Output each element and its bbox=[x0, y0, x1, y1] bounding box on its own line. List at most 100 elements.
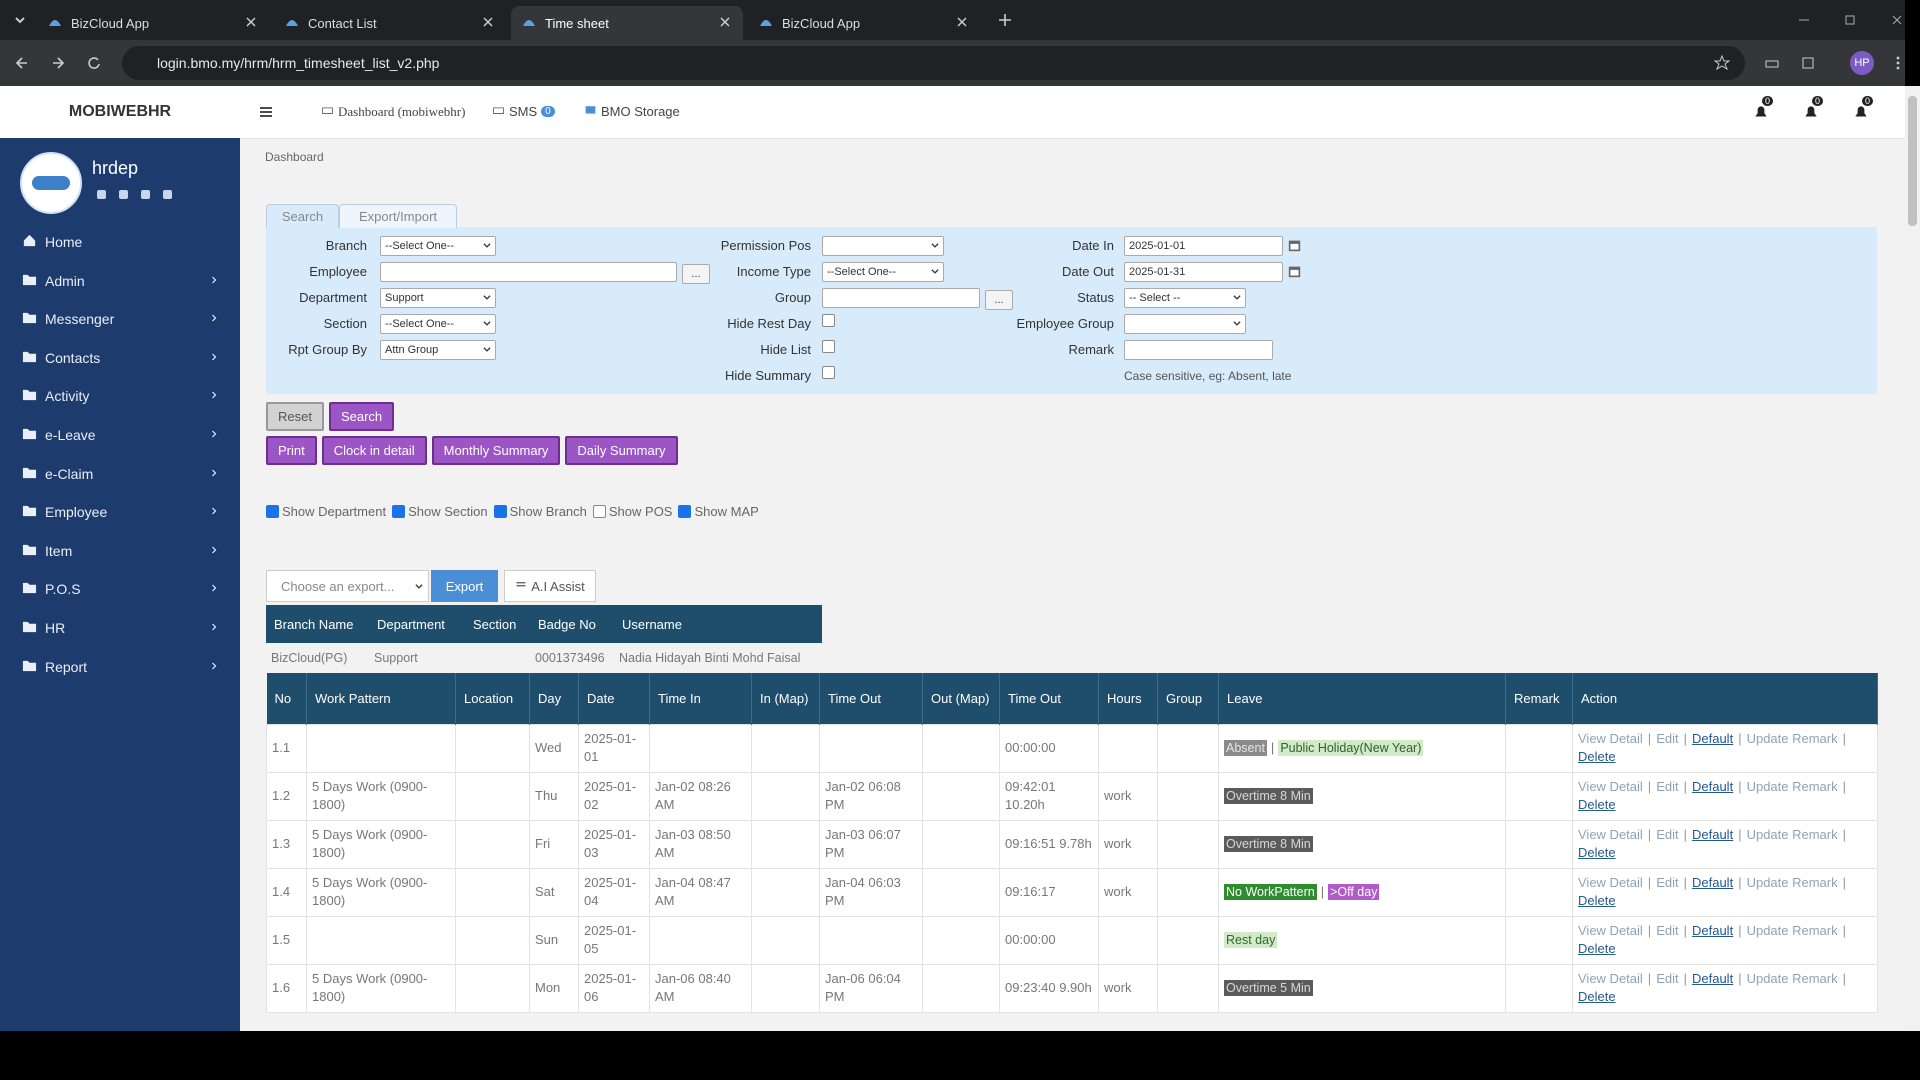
scrollbar-thumb[interactable] bbox=[1908, 96, 1917, 226]
select-field[interactable]: --Select One-- bbox=[822, 262, 944, 282]
action-link[interactable]: Default bbox=[1691, 779, 1734, 794]
menu-item[interactable]: Item bbox=[0, 533, 240, 569]
select-field[interactable] bbox=[1124, 314, 1246, 334]
toggle[interactable]: Show Department bbox=[266, 504, 386, 519]
menu-item[interactable]: Home bbox=[0, 224, 240, 260]
toggle[interactable]: Show MAP bbox=[678, 504, 759, 519]
browser-tab[interactable]: BizCloud App bbox=[748, 6, 980, 40]
alert-count[interactable]: 0 bbox=[1812, 96, 1824, 106]
toggle[interactable]: Show Section bbox=[392, 504, 488, 519]
nav-link[interactable]: Dashboard (mobiwebhr) bbox=[321, 103, 465, 120]
user-action-icon[interactable] bbox=[163, 190, 172, 199]
input-field[interactable] bbox=[1124, 340, 1273, 360]
checkbox[interactable] bbox=[822, 340, 835, 353]
select-field[interactable]: --Select One-- bbox=[380, 236, 496, 256]
action-link[interactable]: View Detail bbox=[1578, 971, 1643, 986]
nav-link[interactable]: BMO Storage bbox=[584, 103, 680, 119]
toggle-checkbox[interactable] bbox=[493, 505, 507, 518]
action-link[interactable]: View Detail bbox=[1578, 827, 1643, 842]
menu-item[interactable]: Employee bbox=[0, 494, 240, 530]
action-link[interactable]: View Detail bbox=[1578, 779, 1643, 794]
action-link[interactable]: Edit bbox=[1656, 731, 1679, 746]
action-button[interactable]: Monthly Summary bbox=[431, 436, 561, 465]
action-link[interactable]: Edit bbox=[1656, 779, 1679, 794]
action-link[interactable]: Delete bbox=[1578, 749, 1616, 764]
browser-tab[interactable]: Time sheet bbox=[511, 6, 743, 40]
action-link[interactable]: Delete bbox=[1578, 989, 1616, 1004]
date-field[interactable]: 2025-01-01 bbox=[1124, 236, 1283, 256]
input-field[interactable] bbox=[380, 262, 677, 282]
action-link[interactable]: Delete bbox=[1578, 845, 1616, 860]
menu-item[interactable]: Activity bbox=[0, 378, 240, 414]
action-link[interactable]: Update Remark bbox=[1746, 923, 1838, 938]
action-link[interactable]: Default bbox=[1691, 923, 1734, 938]
action-link[interactable]: Edit bbox=[1656, 923, 1679, 938]
toggle[interactable]: Show POS bbox=[592, 504, 672, 519]
action-link[interactable]: Default bbox=[1691, 731, 1734, 746]
nav-link[interactable]: SMS 0 bbox=[492, 103, 555, 119]
toggle-checkbox[interactable] bbox=[678, 505, 692, 518]
search-tab[interactable]: Search bbox=[266, 204, 339, 228]
select-field[interactable]: Attn Group bbox=[380, 340, 496, 360]
menu-item[interactable]: Messenger bbox=[0, 301, 240, 337]
menu-item[interactable]: P.O.S bbox=[0, 571, 240, 607]
menu-item[interactable]: e-Claim bbox=[0, 456, 240, 492]
action-button[interactable]: Daily Summary bbox=[565, 436, 678, 465]
menu-item[interactable]: HR bbox=[0, 610, 240, 646]
action-link[interactable]: Delete bbox=[1578, 893, 1616, 908]
export-select[interactable]: Choose an export... bbox=[266, 570, 429, 602]
action-link[interactable]: Update Remark bbox=[1746, 731, 1838, 746]
action-button[interactable]: Search bbox=[328, 402, 395, 431]
action-link[interactable]: Update Remark bbox=[1746, 875, 1838, 890]
toggle-checkbox[interactable] bbox=[266, 505, 279, 518]
export-button[interactable]: Export bbox=[431, 570, 498, 602]
search-tab[interactable]: Export/Import bbox=[339, 204, 457, 228]
scrollbar-track[interactable] bbox=[1905, 86, 1920, 1031]
menu-item[interactable]: Report bbox=[0, 649, 240, 685]
ai-assist-button[interactable]: A.I Assist bbox=[504, 570, 596, 602]
date-field[interactable]: 2025-01-31 bbox=[1124, 262, 1283, 282]
user-action-icon[interactable] bbox=[141, 190, 150, 199]
action-link[interactable]: Delete bbox=[1578, 797, 1616, 812]
url-bar[interactable]: login.bmo.my/hrm/hrm_timesheet_list_v2.p… bbox=[122, 46, 1745, 80]
action-link[interactable]: Default bbox=[1691, 875, 1734, 890]
select-field[interactable]: -- Select -- bbox=[1124, 288, 1246, 308]
breadcrumb[interactable]: Dashboard bbox=[265, 150, 324, 164]
input-field[interactable] bbox=[822, 288, 980, 308]
action-link[interactable]: Update Remark bbox=[1746, 779, 1838, 794]
browser-tab[interactable]: Contact List bbox=[274, 6, 506, 40]
lookup-button[interactable]: ... bbox=[985, 290, 1013, 310]
select-field[interactable]: Support bbox=[380, 288, 496, 308]
action-link[interactable]: Default bbox=[1691, 971, 1734, 986]
alert-count[interactable]: 0 bbox=[1762, 96, 1774, 106]
menu-item[interactable]: Admin bbox=[0, 263, 240, 299]
select-field[interactable] bbox=[822, 236, 944, 256]
action-button[interactable]: Clock in detail bbox=[321, 436, 427, 465]
action-link[interactable]: View Detail bbox=[1578, 875, 1643, 890]
toggle-checkbox[interactable] bbox=[592, 505, 606, 518]
browser-tab[interactable]: BizCloud App bbox=[37, 6, 269, 40]
user-action-icon[interactable] bbox=[97, 190, 106, 199]
toggle-checkbox[interactable] bbox=[392, 505, 406, 518]
lookup-button[interactable]: ... bbox=[682, 264, 710, 284]
action-button[interactable]: Print bbox=[266, 436, 317, 465]
checkbox[interactable] bbox=[822, 366, 835, 379]
action-link[interactable]: Edit bbox=[1656, 827, 1679, 842]
toggle[interactable]: Show Branch bbox=[493, 504, 587, 519]
select-field[interactable]: --Select One-- bbox=[380, 314, 496, 334]
action-link[interactable]: Delete bbox=[1578, 941, 1616, 956]
action-link[interactable]: Edit bbox=[1656, 875, 1679, 890]
menu-item[interactable]: e-Leave bbox=[0, 417, 240, 453]
profile-button[interactable]: HP bbox=[1850, 51, 1874, 75]
checkbox[interactable] bbox=[822, 314, 835, 327]
action-link[interactable]: View Detail bbox=[1578, 923, 1643, 938]
action-link[interactable]: Update Remark bbox=[1746, 827, 1838, 842]
menu-item[interactable]: Contacts bbox=[0, 340, 240, 376]
action-link[interactable]: Edit bbox=[1656, 971, 1679, 986]
action-link[interactable]: View Detail bbox=[1578, 731, 1643, 746]
action-button[interactable]: Reset bbox=[266, 402, 324, 431]
user-action-icon[interactable] bbox=[119, 190, 128, 199]
action-link[interactable]: Update Remark bbox=[1746, 971, 1838, 986]
action-link[interactable]: Default bbox=[1691, 827, 1734, 842]
alert-count[interactable]: 0 bbox=[1862, 96, 1874, 106]
